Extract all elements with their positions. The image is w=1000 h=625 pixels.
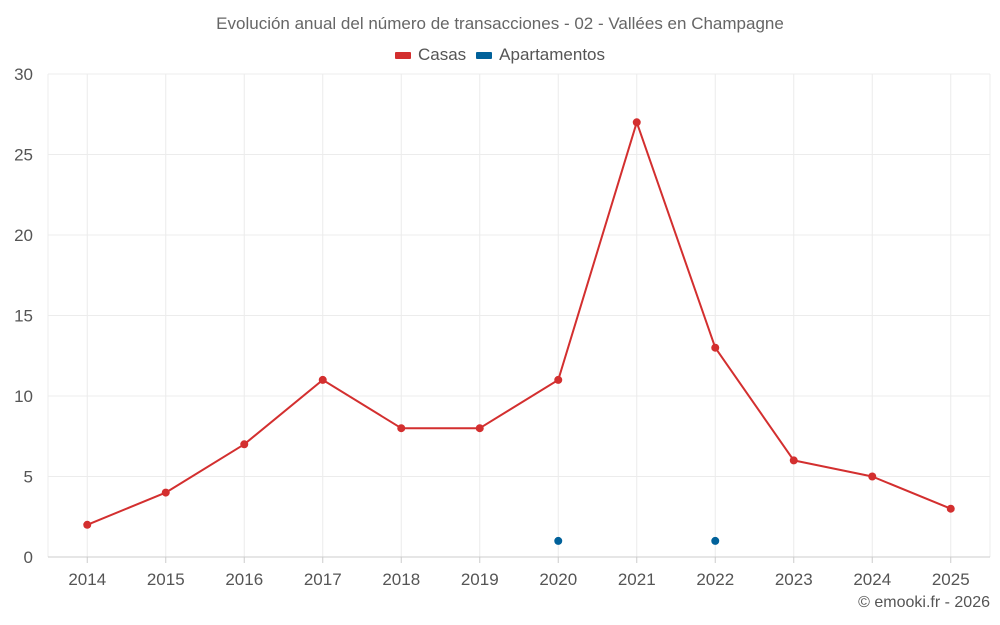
series-layer [83, 118, 955, 545]
data-point-casas [318, 375, 327, 384]
data-point-casas [868, 472, 877, 481]
data-point-casas [789, 456, 798, 465]
chart-title: Evolución anual del número de transaccio… [216, 14, 784, 33]
data-point-casas [397, 424, 406, 433]
x-tick-label: 2023 [775, 570, 813, 589]
legend-item-apartamentos[interactable]: Apartamentos [476, 45, 605, 65]
x-tick-label: 2017 [304, 570, 342, 589]
legend: Casas Apartamentos [0, 45, 1000, 65]
x-tick-label: 2022 [696, 570, 734, 589]
series-line-casas [86, 121, 952, 526]
legend-label-apartamentos: Apartamentos [499, 45, 606, 64]
x-tick-label: 2014 [68, 570, 106, 589]
data-point-casas [475, 424, 484, 433]
data-point-casas [161, 488, 170, 497]
data-point-casas [711, 343, 720, 352]
x-tick-label: 2025 [932, 570, 970, 589]
credit-text: © emooki.fr - 2026 [858, 594, 990, 611]
y-tick-label: 25 [14, 146, 33, 165]
y-tick-label: 15 [14, 307, 33, 326]
data-point-casas [83, 520, 92, 529]
legend-swatch-apartamentos [476, 51, 493, 59]
data-point-casas [946, 504, 955, 513]
data-point-casas [632, 118, 641, 127]
x-tick-label: 2024 [853, 570, 891, 589]
data-point-casas [240, 440, 249, 449]
legend-item-casas[interactable]: Casas [394, 45, 467, 65]
data-point-casas [554, 375, 563, 384]
x-tick-label: 2019 [461, 570, 499, 589]
legend-label-casas: Casas [417, 45, 467, 64]
x-tick-label: 2020 [539, 570, 577, 589]
x-tick-label: 2021 [618, 570, 656, 589]
y-tick-label: 30 [14, 65, 33, 84]
data-point-apartamentos [711, 536, 720, 545]
y-tick-label: 0 [24, 548, 33, 567]
x-tick-label: 2016 [225, 570, 263, 589]
x-tick-label: 2018 [382, 570, 420, 589]
y-tick-label: 5 [24, 468, 33, 487]
y-tick-label: 20 [14, 226, 33, 245]
grid-lines [47, 73, 991, 557]
y-tick-label: 10 [14, 387, 33, 406]
data-point-apartamentos [554, 536, 563, 545]
legend-swatch-casas [394, 51, 411, 59]
x-tick-label: 2015 [147, 570, 185, 589]
